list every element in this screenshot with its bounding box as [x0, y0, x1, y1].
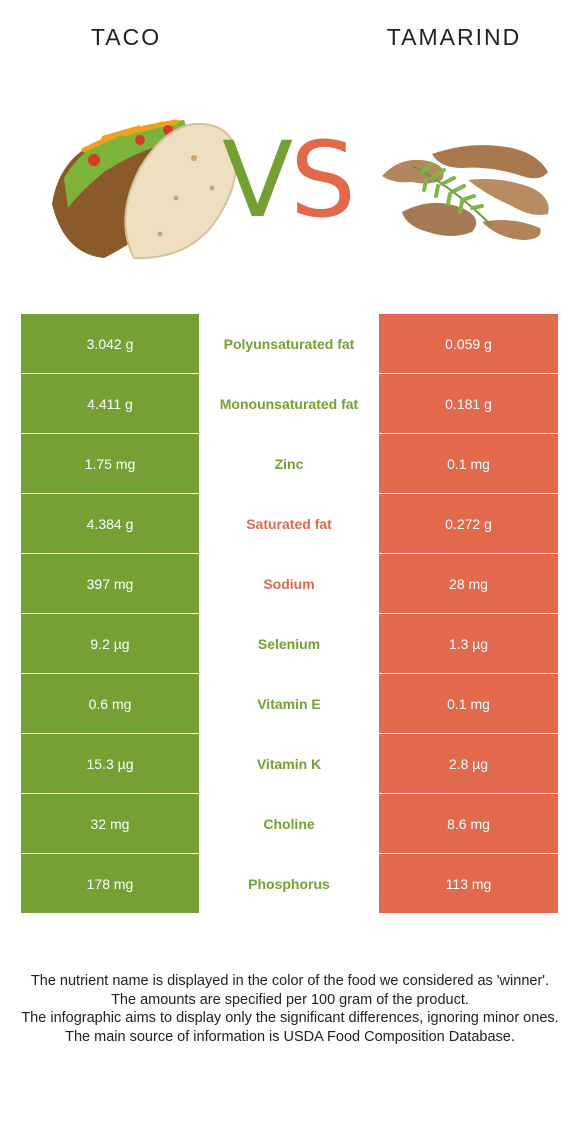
table-row: 4.384 g Saturated fat 0.272 g: [21, 494, 558, 553]
nutrient-name: Sodium: [199, 554, 379, 613]
vs-letter-s: S: [290, 119, 357, 241]
footer-line-source: The main source of information is USDA F…: [65, 1028, 515, 1045]
taco-title: TACO: [90, 24, 162, 50]
footer-line-amounts: The amounts are specified per 100 gram o…: [111, 991, 469, 1008]
taco-value: 397 mg: [21, 554, 199, 613]
taco-value: 0.6 mg: [21, 674, 199, 733]
tamarind-title: TAMARIND: [386, 24, 522, 50]
tamarind-value: 0.059 g: [379, 314, 558, 373]
table-row: 397 mg Sodium 28 mg: [21, 554, 558, 613]
tamarind-image: [382, 145, 549, 240]
tamarind-value: 1.3 µg: [379, 614, 558, 673]
nutrient-name: Polyunsaturated fat: [199, 314, 379, 373]
footer-line-aims: The infographic aims to display only the…: [21, 1010, 559, 1026]
tamarind-value: 113 mg: [379, 854, 558, 913]
taco-value: 4.384 g: [21, 494, 199, 553]
table-row: 9.2 µg Selenium 1.3 µg: [21, 614, 558, 673]
nutrient-name: Phosphorus: [199, 854, 379, 913]
taco-value: 4.411 g: [21, 374, 199, 433]
table-row: 4.411 g Monounsaturated fat 0.181 g: [21, 374, 558, 433]
nutrient-name: Choline: [199, 794, 379, 853]
taco-image: [52, 119, 238, 260]
nutrient-name: Zinc: [199, 434, 379, 493]
table-row: 3.042 g Polyunsaturated fat 0.059 g: [21, 314, 558, 373]
tamarind-value: 0.181 g: [379, 374, 558, 433]
table-row: 1.75 mg Zinc 0.1 mg: [21, 434, 558, 493]
tamarind-value: 2.8 µg: [379, 734, 558, 793]
tamarind-value: 0.1 mg: [379, 434, 558, 493]
table-row: 178 mg Phosphorus 113 mg: [21, 854, 558, 913]
taco-value: 32 mg: [21, 794, 199, 853]
nutrient-name: Vitamin E: [199, 674, 379, 733]
nutrient-name: Selenium: [199, 614, 379, 673]
nutrient-name: Vitamin K: [199, 734, 379, 793]
table-row: 0.6 mg Vitamin E 0.1 mg: [21, 674, 558, 733]
footer-notes: The nutrient name is displayed in the co…: [16, 972, 564, 1046]
taco-value: 178 mg: [21, 854, 199, 913]
tamarind-value: 8.6 mg: [379, 794, 558, 853]
nutrient-name: Saturated fat: [199, 494, 379, 553]
footer-line-winner: The nutrient name is displayed in the co…: [30, 973, 550, 989]
tamarind-value: 28 mg: [379, 554, 558, 613]
vs-letter-v: V: [222, 119, 294, 241]
taco-value: 15.3 µg: [21, 734, 199, 793]
tamarind-value: 0.272 g: [379, 494, 558, 553]
taco-value: 1.75 mg: [21, 434, 199, 493]
table-row: 32 mg Choline 8.6 mg: [21, 794, 558, 853]
nutrient-comparison-table: 3.042 g Polyunsaturated fat 0.059 g 4.411 g…: [21, 314, 558, 914]
nutrient-name: Monounsaturated fat: [199, 374, 379, 433]
tamarind-value: 0.1 mg: [379, 674, 558, 733]
table-row: 15.3 µg Vitamin K 2.8 µg: [21, 734, 558, 793]
taco-value: 3.042 g: [21, 314, 199, 373]
taco-value: 9.2 µg: [21, 614, 199, 673]
